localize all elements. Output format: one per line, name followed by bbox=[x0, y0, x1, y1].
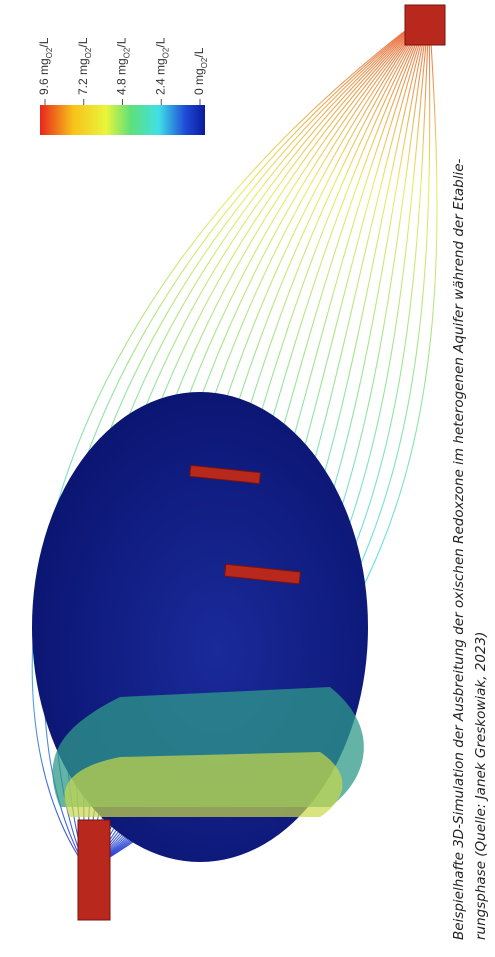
colorbar-label-sub: O2 bbox=[83, 47, 92, 58]
caption-line: Beispielhafte 3D-Simulation der Ausbreit… bbox=[451, 158, 467, 940]
colorbar-label-value: 2.4 mg bbox=[153, 58, 167, 95]
colorbar-label: 2.4 mgO2/L bbox=[153, 37, 169, 95]
colorbar-label: 9.6 mgO2/L bbox=[37, 37, 53, 95]
colorbar-label-value: 0 mg bbox=[192, 68, 206, 95]
colorbar-label: 0 mgO2/L bbox=[192, 47, 208, 95]
injection-well bbox=[78, 820, 110, 920]
colorbar-ticks: 9.6 mgO2/L7.2 mgO2/L4.8 mgO2/L2.4 mgO2/L… bbox=[37, 37, 208, 105]
colorbar bbox=[40, 105, 205, 135]
source bbox=[405, 5, 445, 45]
oxic-core bbox=[64, 752, 342, 817]
colorbar-label-tail: /L bbox=[192, 47, 206, 57]
colorbar-label-value: 4.8 mg bbox=[115, 58, 129, 95]
figure: 9.6 mgO2/L7.2 mgO2/L4.8 mgO2/L2.4 mgO2/L… bbox=[0, 0, 495, 957]
colorbar-label: 4.8 mgO2/L bbox=[115, 37, 131, 95]
colorbar-label-value: 9.6 mg bbox=[37, 58, 51, 95]
colorbar-label-tail: /L bbox=[153, 37, 167, 47]
colorbar-label-tail: /L bbox=[115, 37, 129, 47]
page: 9.6 mgO2/L7.2 mgO2/L4.8 mgO2/L2.4 mgO2/L… bbox=[0, 0, 495, 957]
colorbar-label-tail: /L bbox=[76, 37, 90, 47]
colorbar-label-sub: O2 bbox=[45, 47, 54, 58]
colorbar-label: 7.2 mgO2/L bbox=[76, 37, 92, 95]
colorbar-label-sub: O2 bbox=[200, 57, 209, 68]
colorbar-label-tail: /L bbox=[37, 37, 51, 47]
colorbar-label-value: 7.2 mg bbox=[76, 58, 90, 95]
colorbar-label-sub: O2 bbox=[161, 47, 170, 58]
rotated-figure: 9.6 mgO2/L7.2 mgO2/L4.8 mgO2/L2.4 mgO2/L… bbox=[10, 5, 489, 940]
colorbar-label-sub: O2 bbox=[122, 47, 131, 58]
caption-line: rungsphase (Quelle: Janek Greskowiak, 20… bbox=[473, 632, 489, 940]
